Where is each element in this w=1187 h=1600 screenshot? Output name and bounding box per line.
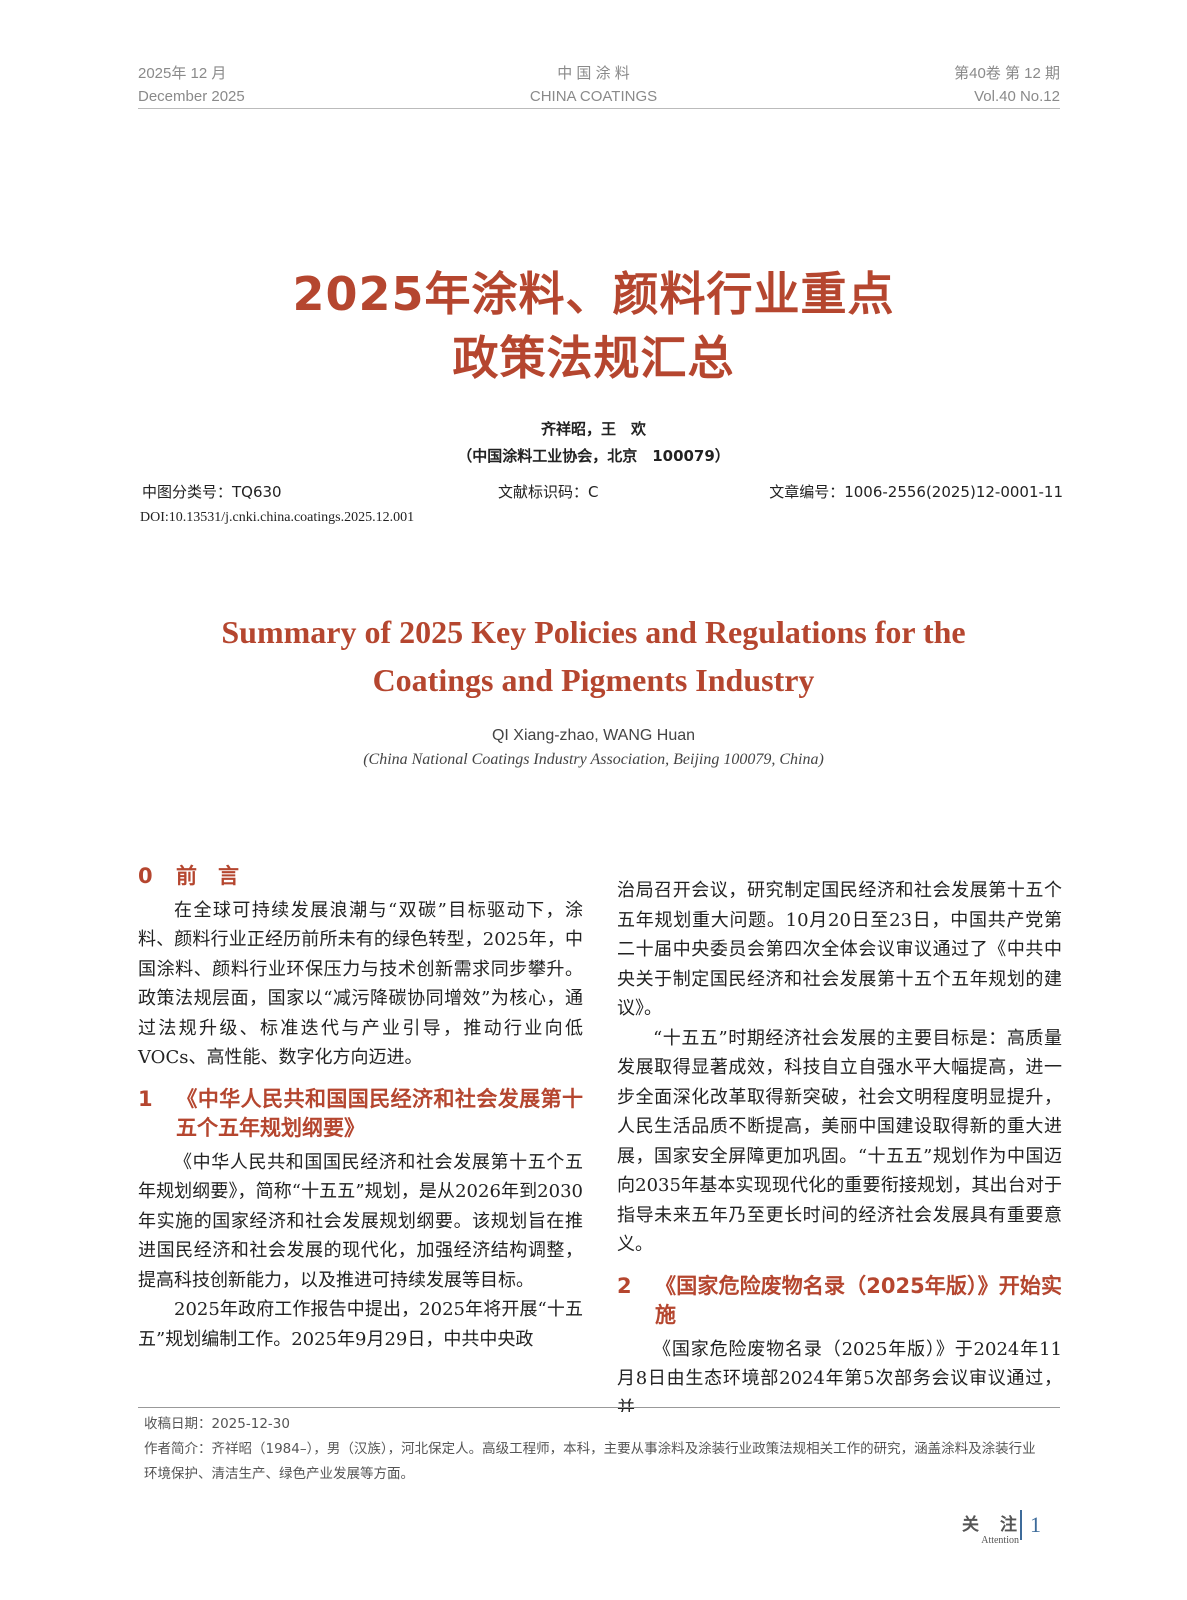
author-bio: 作者简介：齐祥昭（1984–），男（汉族），河北保定人。高级工程师，本科，主要从…	[144, 1441, 1036, 1482]
date-cn: 2025年 12 月	[138, 65, 227, 82]
section-heading: 0 前 言	[138, 862, 583, 892]
footnote: 收稿日期：2025-12-30 作者简介：齐祥昭（1984–），男（汉族），河北…	[144, 1412, 1044, 1487]
section-heading: 1 《中华人民共和国国民经济和社会发展第十五个五年规划纲要》	[138, 1085, 583, 1144]
title-cn-line: 2025年涂料、颜料行业重点	[292, 267, 895, 321]
paragraph: 2025年政府工作报告中提出，2025年将开展“十五五”规划编制工作。2025年…	[138, 1299, 583, 1350]
section-number: 2	[617, 1273, 632, 1298]
authors-cn: 齐祥昭，王 欢	[540, 420, 646, 438]
article-number: 文章编号：1006-2556(2025)12-0001-11	[769, 483, 1063, 501]
column-label: 关 注 Attention	[962, 1510, 1019, 1546]
section-title: 《国家危险废物名录（2025年版）》开始实施	[655, 1273, 1062, 1328]
section-title: 《中华人民共和国国民经济和社会发展第十五个五年规划纲要》	[176, 1086, 583, 1141]
volume-cn: 第40卷 第 12 期	[954, 65, 1060, 82]
section-title: 前 言	[176, 864, 239, 888]
volume-en: Vol.40 No.12	[974, 88, 1060, 105]
affiliation-en: (China National Coatings Industry Associ…	[363, 751, 824, 768]
right-column: 治局召开会议，研究制定国民经济和社会发展第十五个五年规划重大问题。10月20日至…	[617, 876, 1062, 1423]
journal-cn: 中 国 涂 料	[557, 65, 630, 82]
title-en-line: Coatings and Pigments Industry	[372, 662, 815, 698]
affiliation-cn: （中国涂料工业协会，北京 100079）	[457, 447, 730, 465]
footnote-divider	[138, 1407, 1060, 1408]
paragraph: “十五五”时期经济社会发展的主要目标是：高质量发展取得显著成效，科技自立自强水平…	[617, 1027, 1062, 1256]
section-number: 1	[138, 1086, 153, 1111]
date-en: December 2025	[138, 88, 245, 105]
header-journal: 中 国 涂 料 CHINA COATINGS	[0, 62, 1187, 108]
header-date: 2025年 12 月 December 2025	[138, 62, 245, 108]
page-number: 1	[1030, 1512, 1041, 1537]
title-en: Summary of 2025 Key Policies and Regulat…	[0, 608, 1187, 704]
document-code: 文献标识码：C	[498, 483, 599, 501]
title-cn-line: 政策法规汇总	[452, 331, 735, 385]
footer-divider	[1020, 1510, 1022, 1540]
paragraph-continued: 治局召开会议，研究制定国民经济和社会发展第十五个五年规划重大问题。10月20日至…	[617, 880, 1062, 1019]
received-date: 收稿日期：2025-12-30	[144, 1416, 290, 1432]
journal-en: CHINA COATINGS	[529, 88, 658, 105]
paragraph: 《国家危险废物名录（2025年版）》于2024年11月8日由生态环境部2024年…	[617, 1338, 1062, 1419]
title-cn: 2025年涂料、颜料行业重点 政策法规汇总	[0, 262, 1187, 390]
column-label-cn: 关 注	[962, 1515, 1019, 1535]
title-en-line: Summary of 2025 Key Policies and Regulat…	[221, 614, 966, 650]
clc-number: 中图分类号：TQ630	[142, 483, 282, 501]
left-column: 0 前 言 在全球可持续发展浪潮与“双碳”目标驱动下，涂料、颜料行业正经历前所未有…	[138, 862, 583, 1354]
paragraph: 在全球可持续发展浪潮与“双碳”目标驱动下，涂料、颜料行业正经历前所未有的绿色转型…	[138, 899, 583, 1069]
paragraph: 《中华人民共和国国民经济和社会发展第十五个五年规划纲要》，简称“十五五”规划，是…	[138, 1151, 583, 1291]
authors-en: QI Xiang-zhao, WANG Huan	[491, 727, 696, 744]
header-volume: 第40卷 第 12 期 Vol.40 No.12	[954, 62, 1060, 108]
header-divider	[138, 108, 1060, 109]
section-number: 0	[138, 864, 153, 888]
doi: DOI:10.13531/j.cnki.china.coatings.2025.…	[140, 510, 415, 525]
column-label-en: Attention	[981, 1535, 1019, 1546]
section-heading: 2 《国家危险废物名录（2025年版）》开始实施	[617, 1272, 1062, 1331]
